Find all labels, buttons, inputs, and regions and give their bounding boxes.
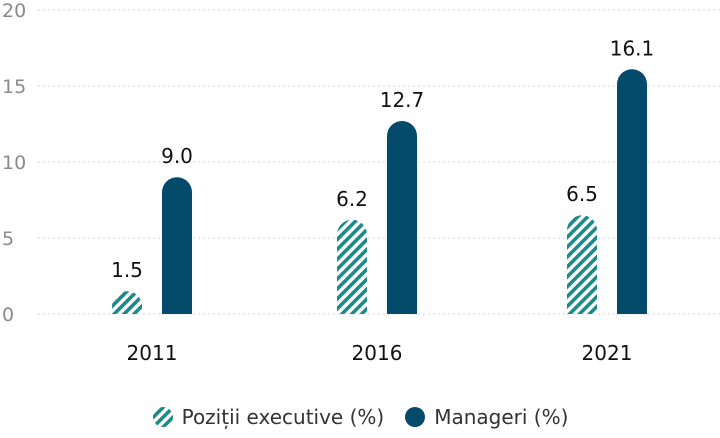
legend-label-managers: Manageri (%) [434,405,569,429]
grid-lines [38,9,720,315]
legend: Poziții executive (%) Manageri (%) [0,400,720,434]
data-label-managers-2016: 12.7 [380,88,425,112]
x-axis-categories: 2011 2016 2021 [127,341,633,365]
bar-executive-2011 [112,291,142,314]
y-tick-label: 5 [2,228,14,250]
y-tick-label: 20 [2,0,26,22]
x-category-label-2011: 2011 [127,341,178,365]
data-label-executive-2021: 6.5 [566,182,598,206]
y-tick-label: 10 [2,152,26,174]
y-tick-label: 0 [2,304,14,326]
legend-swatch-solid [405,407,426,427]
x-category-label-2016: 2016 [352,341,403,365]
legend-label-executive: Poziții executive (%) [181,405,385,429]
y-tick-label: 15 [2,76,26,98]
bar-managers-2021 [617,69,647,314]
data-label-managers-2021: 16.1 [610,36,655,60]
bar-managers-2011 [162,177,192,314]
legend-swatch-hatched [152,407,173,427]
data-label-executive-2011: 1.5 [111,258,143,282]
x-category-label-2021: 2021 [582,341,633,365]
legend-item-executive: Poziții executive (%) [152,405,385,429]
y-axis-ticks: 0 5 10 15 20 [2,0,26,326]
bar-executive-2016 [337,219,367,314]
bar-executive-2021 [567,215,597,314]
data-label-managers-2011: 9.0 [161,144,193,168]
data-labels: 1.5 9.0 6.2 12.7 6.5 16.1 [111,36,654,282]
legend-item-managers: Manageri (%) [404,405,568,429]
data-label-executive-2016: 6.2 [336,187,368,211]
bar-managers-2016 [387,120,417,314]
bars [112,69,647,314]
